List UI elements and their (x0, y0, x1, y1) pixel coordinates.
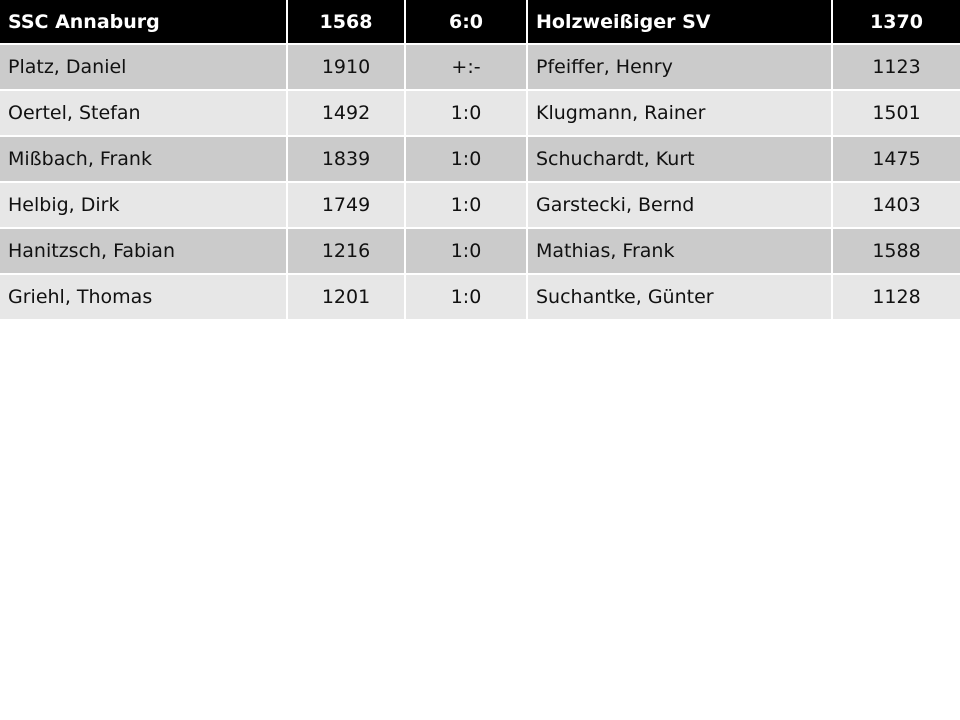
table-row: Helbig, Dirk 1749 1:0 Garstecki, Bernd 1403 (0, 181, 960, 229)
away-rating: 1501 (831, 89, 960, 137)
board-result: 1:0 (404, 181, 528, 229)
home-player: Hanitzsch, Fabian (0, 227, 288, 275)
board-result: 1:0 (404, 135, 528, 183)
away-rating: 1403 (831, 181, 960, 229)
away-rating: 1128 (831, 273, 960, 321)
home-player: Oertel, Stefan (0, 89, 288, 137)
header-row: SSC Annaburg 1568 6:0 Holzweißiger SV 13… (0, 0, 960, 45)
home-rating: 1201 (286, 273, 406, 321)
away-player: Mathias, Frank (526, 227, 833, 275)
home-rating: 1839 (286, 135, 406, 183)
home-player: Mißbach, Frank (0, 135, 288, 183)
table-row: Mißbach, Frank 1839 1:0 Schuchardt, Kurt 147… (0, 135, 960, 183)
home-team: SSC Annaburg (0, 0, 288, 45)
away-rating: 1475 (831, 135, 960, 183)
home-rating: 1492 (286, 89, 406, 137)
match-score: 6:0 (404, 0, 528, 45)
away-team: Holzweißiger SV (526, 0, 833, 45)
home-rating: 1910 (286, 43, 406, 91)
home-rating: 1749 (286, 181, 406, 229)
match-results-table: SSC Annaburg 1568 6:0 Holzweißiger SV 13… (0, 0, 960, 321)
table-row: Platz, Daniel 1910 +:- Pfeiffer, Henry 1123 (0, 43, 960, 91)
board-result: 1:0 (404, 89, 528, 137)
away-player: Garstecki, Bernd (526, 181, 833, 229)
home-rating: 1216 (286, 227, 406, 275)
away-player: Klugmann, Rainer (526, 89, 833, 137)
table-row: Hanitzsch, Fabian 1216 1:0 Mathias, Frank 15… (0, 227, 960, 275)
board-result: +:- (404, 43, 528, 91)
home-player: Platz, Daniel (0, 43, 288, 91)
home-team-rating: 1568 (286, 0, 406, 45)
table-row: Griehl, Thomas 1201 1:0 Suchantke, Günter 11… (0, 273, 960, 321)
away-team-rating: 1370 (831, 0, 960, 45)
board-result: 1:0 (404, 273, 528, 321)
away-player: Pfeiffer, Henry (526, 43, 833, 91)
away-rating: 1123 (831, 43, 960, 91)
home-player: Griehl, Thomas (0, 273, 288, 321)
home-player: Helbig, Dirk (0, 181, 288, 229)
away-player: Suchantke, Günter (526, 273, 833, 321)
away-rating: 1588 (831, 227, 960, 275)
away-player: Schuchardt, Kurt (526, 135, 833, 183)
board-result: 1:0 (404, 227, 528, 275)
table-row: Oertel, Stefan 1492 1:0 Klugmann, Rainer 150… (0, 89, 960, 137)
